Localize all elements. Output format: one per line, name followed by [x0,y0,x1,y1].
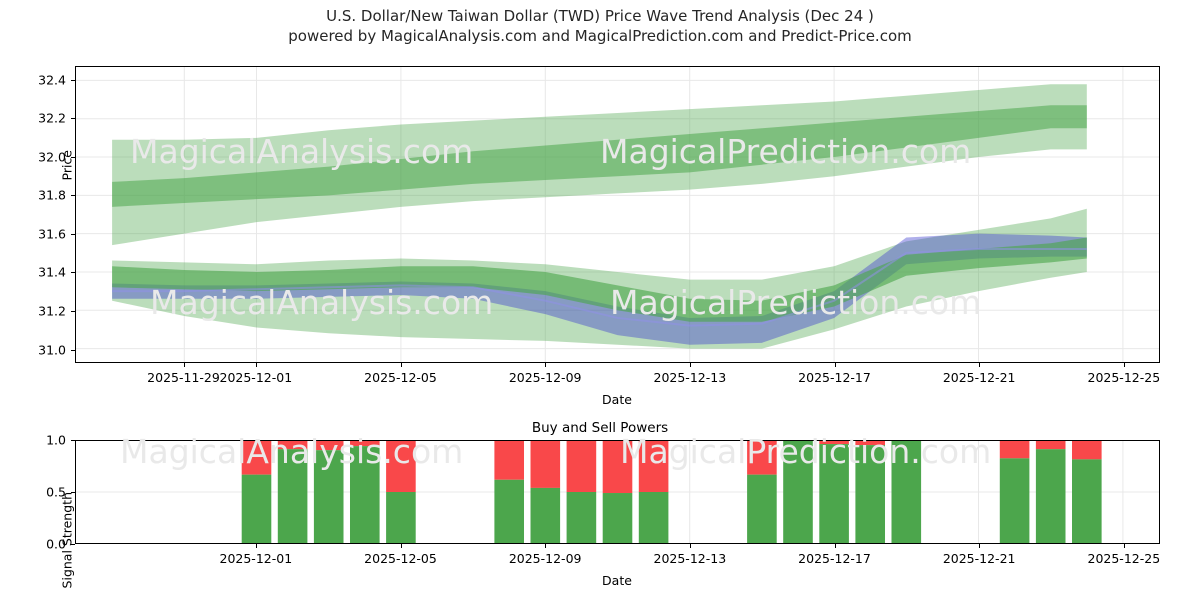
signal-x-tick-mark [545,544,547,548]
signal-y-tick-label: 0.0 [46,536,66,552]
buy-sell-powers-chart [75,440,1160,544]
price-y-tick-mark [71,79,75,81]
price-x-tick-mark [545,363,547,367]
price-x-tick-mark [834,363,836,367]
signal-x-tick-mark [834,544,836,548]
price-y-tick-mark [71,349,75,351]
price-wave-chart [75,66,1160,363]
price-x-tick-mark [183,363,185,367]
price-y-tick-label: 31.6 [38,226,66,242]
signal-y-tick-label: 0.5 [46,484,66,500]
signal-x-axis-title: Date [602,573,632,588]
price-x-tick-label: 2025-12-25 [1087,370,1161,385]
price-y-tick-mark [71,233,75,235]
price-x-tick-mark [689,363,691,367]
price-y-tick-mark [71,310,75,312]
price-x-tick-mark [255,363,257,367]
price-y-tick-label: 31.0 [38,342,66,357]
price-y-tick-label: 31.8 [38,187,66,203]
signal-x-tick-mark [979,544,981,548]
price-x-tick-label: 2025-12-21 [942,370,1016,385]
title-line-1: U.S. Dollar/New Taiwan Dollar (TWD) Pric… [326,7,874,25]
signal-x-tick-label: 2025-12-21 [942,551,1016,566]
price-y-tick-label: 32.4 [38,72,66,87]
price-x-tick-label: 2025-12-05 [364,370,437,385]
price-x-tick-label: 2025-12-17 [798,370,871,385]
signal-y-tick-mark [71,492,75,493]
price-x-tick-label: 2025-12-09 [508,370,582,385]
price-y-tick-label: 31.4 [38,264,66,280]
price-y-tick-mark [71,195,75,197]
price-y-tick-mark [71,118,75,120]
signal-x-tick-mark [255,544,257,548]
price-x-tick-label: 2025-12-13 [653,370,727,385]
signal-y-tick-mark [71,544,75,545]
price-chart-svg [76,67,1159,362]
page-title: U.S. Dollar/New Taiwan Dollar (TWD) Pric… [0,6,1200,46]
price-x-tick-label: 2025-12-01 [219,370,293,385]
signal-x-tick-label: 2025-12-05 [364,551,437,566]
price-y-tick-mark [71,272,75,274]
price-y-tick-mark [71,156,75,158]
signal-x-tick-mark [689,544,691,548]
signal-x-tick-label: 2025-12-25 [1087,551,1161,566]
signal-x-tick-label: 2025-12-13 [653,551,727,566]
price-y-tick-label: 32.2 [38,110,66,126]
signal-y-tick-mark [71,440,75,441]
price-y-tick-label: 31.2 [38,303,66,319]
signal-x-tick-label: 2025-12-09 [508,551,582,566]
signal-x-tick-mark [1123,544,1125,548]
price-x-axis-title: Date [602,392,632,407]
title-line-2: powered by MagicalAnalysis.com and Magic… [288,27,912,45]
price-y-tick-label: 32.0 [38,149,66,165]
price-x-tick-label: 2025-11-29 [147,370,220,385]
signal-x-tick-mark [400,544,402,548]
signal-x-tick-label: 2025-12-01 [219,551,293,566]
signal-chart-svg [76,441,1159,543]
price-x-tick-mark [400,363,402,367]
price-x-tick-mark [1123,363,1125,367]
signal-y-tick-label: 1.0 [46,432,66,448]
signal-x-tick-label: 2025-12-17 [798,551,871,566]
signal-chart-title: Buy and Sell Powers [531,420,669,436]
price-x-tick-mark [979,363,981,367]
